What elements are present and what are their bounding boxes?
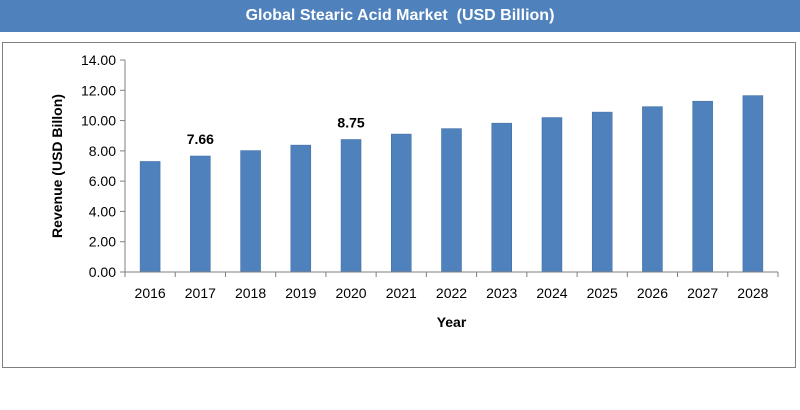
- x-tick-label: 2022: [436, 285, 467, 301]
- y-tick-label: 8.00: [89, 143, 116, 159]
- bar-2016: [139, 161, 161, 273]
- bar-2017: [190, 155, 211, 273]
- x-tick-label: 2019: [285, 285, 316, 301]
- y-axis-ticks: 0.00 2.00 4.00 6.00 8.00 10.00 12.00 14.00: [81, 52, 125, 280]
- x-tick-label: 2021: [386, 285, 417, 301]
- y-tick-label: 4.00: [89, 203, 116, 219]
- data-label-2020: 8.75: [337, 115, 364, 131]
- bar-2025: [591, 111, 613, 273]
- bar-2022: [441, 128, 462, 273]
- bar-2026: [642, 106, 663, 273]
- x-axis-title: Year: [437, 314, 467, 330]
- bar-2027: [692, 100, 713, 273]
- bar-2019: [290, 144, 312, 273]
- data-label-2017: 7.66: [187, 131, 214, 147]
- x-tick-label: 2023: [486, 285, 517, 301]
- x-tick-label: 2028: [737, 285, 768, 301]
- bar-2024: [541, 117, 563, 273]
- x-tick-label: 2020: [335, 285, 366, 301]
- bar-2023: [491, 122, 512, 273]
- bar-2021: [391, 133, 412, 273]
- bar-2028: [742, 95, 764, 273]
- bar-2018: [240, 150, 261, 273]
- x-tick-label: 2027: [687, 285, 718, 301]
- bar-2020: [340, 139, 362, 273]
- x-tick-label: 2025: [587, 285, 618, 301]
- y-tick-label: 0.00: [89, 264, 116, 280]
- x-axis-ticks: 2016 2017 2018 2019 2020 2021 2022 2023 2024 2025…: [124, 272, 779, 301]
- x-tick-label: 2026: [637, 285, 668, 301]
- y-tick-label: 6.00: [89, 173, 116, 189]
- y-tick-label: 2.00: [89, 234, 116, 250]
- y-tick-label: 10.00: [81, 113, 116, 129]
- x-tick-label: 2016: [135, 285, 166, 301]
- data-labels: 7.66 8.75: [187, 115, 365, 148]
- y-axis-title: Revenue (USD Billon): [49, 94, 65, 238]
- chart-title: Global Stearic Acid Market (USD Billion): [245, 7, 555, 24]
- y-tick-label: 12.00: [81, 82, 116, 98]
- x-tick-label: 2024: [536, 285, 567, 301]
- x-tick-label: 2018: [235, 285, 266, 301]
- bars: [139, 95, 764, 273]
- y-tick-label: 14.00: [81, 52, 116, 68]
- x-tick-label: 2017: [185, 285, 216, 301]
- title-bar: [0, 0, 800, 32]
- chart-frame: [2, 42, 796, 368]
